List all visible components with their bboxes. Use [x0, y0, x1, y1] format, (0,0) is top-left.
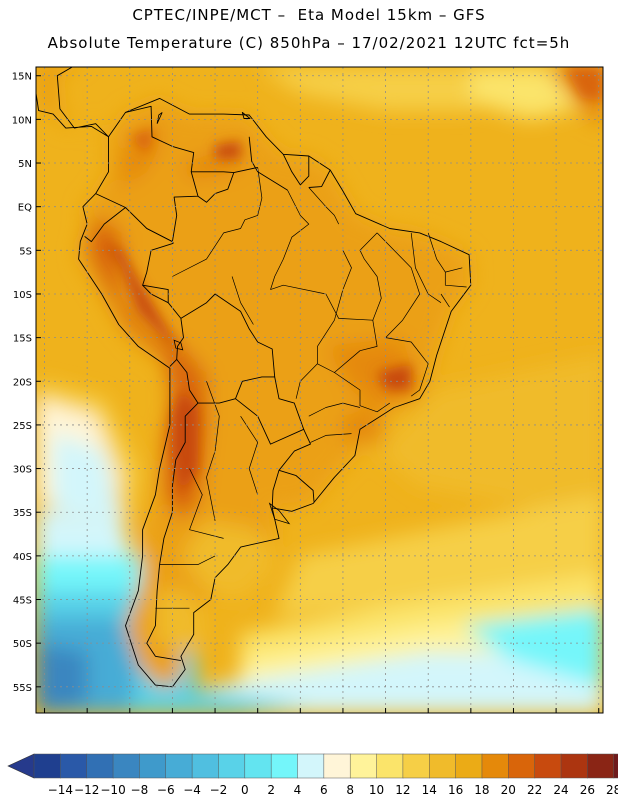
- lat-tick-label: 10S: [13, 290, 32, 301]
- lon-tick-label: 35W: [460, 719, 483, 720]
- colorbar-cell: [376, 753, 404, 779]
- colorbar-cell: [297, 753, 325, 779]
- colorbar-cell: [165, 753, 193, 779]
- lon-tick-label: 80W: [76, 719, 99, 720]
- lat-tick-label: 50S: [13, 639, 32, 650]
- lat-tick-label: 30S: [13, 465, 32, 476]
- colorbar-label: 14: [422, 783, 437, 797]
- lat-tick-label: 25S: [13, 421, 32, 432]
- colorbar-label: 6: [320, 783, 328, 797]
- chart-title: CPTEC/INPE/MCT – Eta Model 15km – GFS: [132, 6, 486, 24]
- colorbar-cell: [218, 753, 246, 779]
- latitude-axis: 15N 10N 5N EQ 5S 10S 15S 20S 25S 30S 35S 40S 45S 50S 5…: [12, 72, 41, 694]
- lon-tick-label: 50W: [332, 719, 355, 720]
- colorbar-label: 18: [474, 783, 489, 797]
- colorbar-cell: [508, 753, 536, 779]
- chart-subtitle: Absolute Temperature (C) 850hPa – 17/02/…: [47, 34, 571, 52]
- colorbar-cell: [402, 753, 430, 779]
- colorbar-low-arrow: [7, 753, 35, 779]
- colorbar-label: −14: [48, 783, 73, 797]
- colorbar-cell: [560, 753, 588, 779]
- colorbar-cell: [323, 753, 351, 779]
- lon-tick-label: 65W: [204, 719, 227, 720]
- colorbar-cell: [613, 753, 618, 779]
- lon-tick-label: 60W: [246, 719, 269, 720]
- colorbar-cell: [534, 753, 562, 779]
- lon-tick-label: 30W: [502, 719, 525, 720]
- colorbar-label: 20: [501, 783, 516, 797]
- colorbar-cell: [33, 753, 61, 779]
- colorbar-cell: [191, 753, 220, 779]
- colorbar-label: 8: [346, 783, 354, 797]
- colorbar-label: 12: [395, 783, 410, 797]
- lat-tick-label: 35S: [13, 508, 32, 519]
- colorbar-cell: [587, 753, 615, 779]
- colorbar-cell: [429, 753, 457, 779]
- longitude-axis: 85W 80W 75W 70W 65W 60W 55W 50W 45W 40W 35W 30W 25W 2…: [33, 708, 610, 720]
- lat-tick-label: 15S: [13, 334, 32, 345]
- lon-tick-label: 25W: [545, 719, 568, 720]
- lon-tick-label: 75W: [118, 719, 141, 720]
- lat-tick-label: 55S: [13, 683, 32, 694]
- map-frame: [35, 66, 604, 714]
- lat-tick-label: 5N: [18, 159, 32, 170]
- colorbar-cell: [86, 753, 114, 779]
- lon-tick-label: 45W: [374, 719, 397, 720]
- temperature-field: [36, 67, 603, 713]
- colorbar-label: 24: [553, 783, 568, 797]
- lon-tick-label: 40W: [417, 719, 440, 720]
- colorbar-label: 10: [369, 783, 384, 797]
- colorbar-cell: [349, 753, 378, 779]
- colorbar-label: −10: [100, 783, 125, 797]
- lat-lon-grid: [36, 67, 603, 713]
- colorbar-cell: [112, 753, 140, 779]
- colorbar-label: 22: [527, 783, 542, 797]
- colorbar-cell: [60, 753, 88, 779]
- colorbar: −14 −12 −10 −8 −6 −4 −2 0 2 4 6 8 10 12 14 16 18 20 22 24 26…: [7, 753, 618, 797]
- colorbar-label: 0: [241, 783, 249, 797]
- lat-tick-label: 40S: [13, 552, 32, 563]
- lat-tick-label: 5S: [19, 246, 32, 257]
- colorbar-label: −4: [183, 783, 201, 797]
- lon-tick-label: 70W: [161, 719, 184, 720]
- colorbar-label: 26: [580, 783, 595, 797]
- lon-tick-label: 20W: [587, 719, 610, 720]
- colorbar-label: −8: [131, 783, 149, 797]
- lat-tick-label: 15N: [12, 72, 32, 83]
- lat-tick-label: 45S: [13, 596, 32, 607]
- colorbar-cell: [455, 753, 483, 779]
- colorbar-cell: [481, 753, 509, 779]
- colorbar-label: −12: [74, 783, 99, 797]
- temperature-map: 15N 10N 5N EQ 5S 10S 15S 20S 25S 30S 35S 40S 45S 50S 5…: [12, 66, 610, 720]
- lat-tick-label: 10N: [12, 115, 32, 126]
- colorbar-label: −2: [210, 783, 228, 797]
- lon-tick-label: 85W: [33, 719, 56, 720]
- colorbar-label: 28: [606, 783, 618, 797]
- colorbar-label: 16: [448, 783, 463, 797]
- colorbar-cell: [270, 753, 299, 779]
- colorbar-label: 2: [267, 783, 275, 797]
- lon-tick-label: 55W: [289, 719, 312, 720]
- colorbar-cell: [244, 753, 272, 779]
- colorbar-label: 4: [294, 783, 302, 797]
- lat-tick-label: EQ: [18, 203, 32, 214]
- colorbar-cell: [139, 753, 167, 779]
- lat-tick-label: 20S: [13, 377, 32, 388]
- colorbar-label: −6: [157, 783, 175, 797]
